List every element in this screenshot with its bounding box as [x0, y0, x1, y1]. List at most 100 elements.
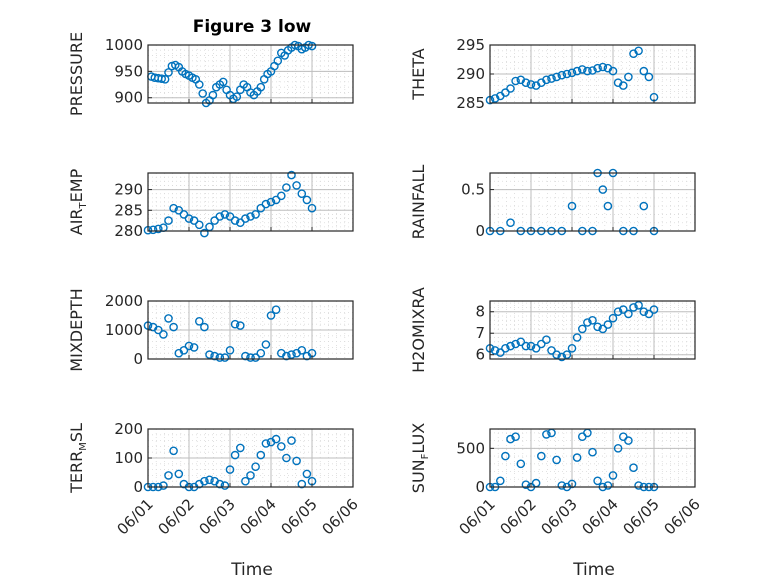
data-point [578, 324, 587, 334]
data-point [634, 481, 643, 490]
data-point [567, 68, 577, 78]
y-axis-label: PRESSURE [67, 32, 86, 116]
data-point [246, 212, 255, 221]
x-axis-label-right: Time [572, 560, 615, 580]
y-tick-label: 0.5 [461, 181, 485, 199]
y-tick-label: 1000 [105, 36, 143, 54]
data-point [235, 443, 245, 453]
data-point [644, 309, 654, 319]
data-point [613, 307, 623, 317]
data-point [619, 305, 628, 314]
data-point [164, 471, 173, 480]
data-point [225, 345, 235, 355]
data-point [235, 218, 245, 227]
data-point [251, 353, 260, 362]
y-axis-label: TERRMSL [67, 423, 89, 494]
data-point [220, 353, 230, 362]
data-point [608, 313, 618, 323]
data-point [542, 75, 551, 85]
data-point [189, 216, 199, 225]
data-point [261, 340, 271, 349]
data-point [215, 212, 225, 221]
data-point [495, 348, 505, 357]
data-point [241, 351, 250, 361]
data-point [521, 480, 531, 490]
data-point [624, 72, 633, 82]
data-point [639, 66, 649, 76]
y-tick-label: 295 [456, 36, 485, 54]
data-point [256, 348, 266, 358]
axes-box [489, 300, 696, 360]
data-point [537, 451, 546, 461]
data-point [307, 203, 317, 213]
y-tick-label: 285 [456, 94, 485, 112]
data-point [598, 62, 608, 72]
data-point [198, 89, 207, 98]
data-point [160, 75, 170, 84]
data-point [287, 436, 296, 445]
data-point [552, 350, 561, 360]
y-tick-label: 0 [475, 222, 485, 240]
data-point [572, 453, 582, 462]
data-point [159, 481, 168, 490]
data-point [276, 442, 286, 451]
data-point [261, 199, 271, 209]
data-point [634, 46, 643, 56]
x-axis-label-left: Time [230, 560, 273, 580]
data-markers [147, 40, 317, 108]
data-point [572, 333, 582, 342]
data-point [200, 228, 209, 238]
y-tick-label: 280 [114, 222, 143, 240]
data-point [598, 324, 608, 334]
data-markers [143, 434, 317, 492]
data-point [557, 352, 567, 362]
data-point [639, 201, 649, 211]
y-tick-label: 290 [114, 181, 143, 199]
data-point [215, 353, 225, 362]
data-point [583, 318, 592, 327]
subplot-6: 6 7 8 H2OMIXRA [409, 287, 696, 373]
data-point [297, 189, 307, 198]
data-point [588, 315, 597, 325]
data-point [230, 216, 240, 225]
data-point [251, 462, 260, 472]
data-point [235, 321, 245, 330]
data-markers [143, 305, 317, 362]
data-point [501, 343, 510, 353]
data-point [506, 84, 515, 93]
y-tick-label: 6 [475, 346, 485, 364]
data-point [490, 94, 500, 103]
data-point [153, 325, 163, 335]
data-point [557, 481, 567, 490]
data-point [157, 74, 166, 83]
data-point [230, 450, 240, 460]
y-tick-label: 500 [456, 439, 485, 457]
data-point [220, 210, 230, 219]
data-point [169, 446, 178, 456]
subplot-3: 280 285 290 AIRTEMP [67, 168, 354, 240]
data-point [179, 345, 189, 355]
data-point [232, 92, 242, 101]
data-point [531, 343, 541, 353]
y-axis-label: H2OMIXRA [409, 287, 428, 373]
data-point [153, 224, 163, 234]
data-point [624, 309, 633, 319]
y-tick-label: 200 [114, 420, 143, 438]
data-point [246, 471, 255, 480]
data-point [164, 314, 173, 323]
data-point [624, 436, 633, 445]
data-point [557, 70, 567, 80]
data-point [490, 346, 500, 355]
axes-box [489, 172, 696, 232]
axes-box [489, 428, 696, 488]
data-point [200, 322, 209, 332]
data-point [266, 311, 276, 320]
data-point [644, 72, 654, 82]
data-point [205, 475, 214, 485]
data-point [516, 337, 526, 347]
data-point [567, 343, 577, 353]
data-point [542, 335, 551, 345]
data-point [159, 330, 168, 339]
data-point [629, 303, 638, 312]
